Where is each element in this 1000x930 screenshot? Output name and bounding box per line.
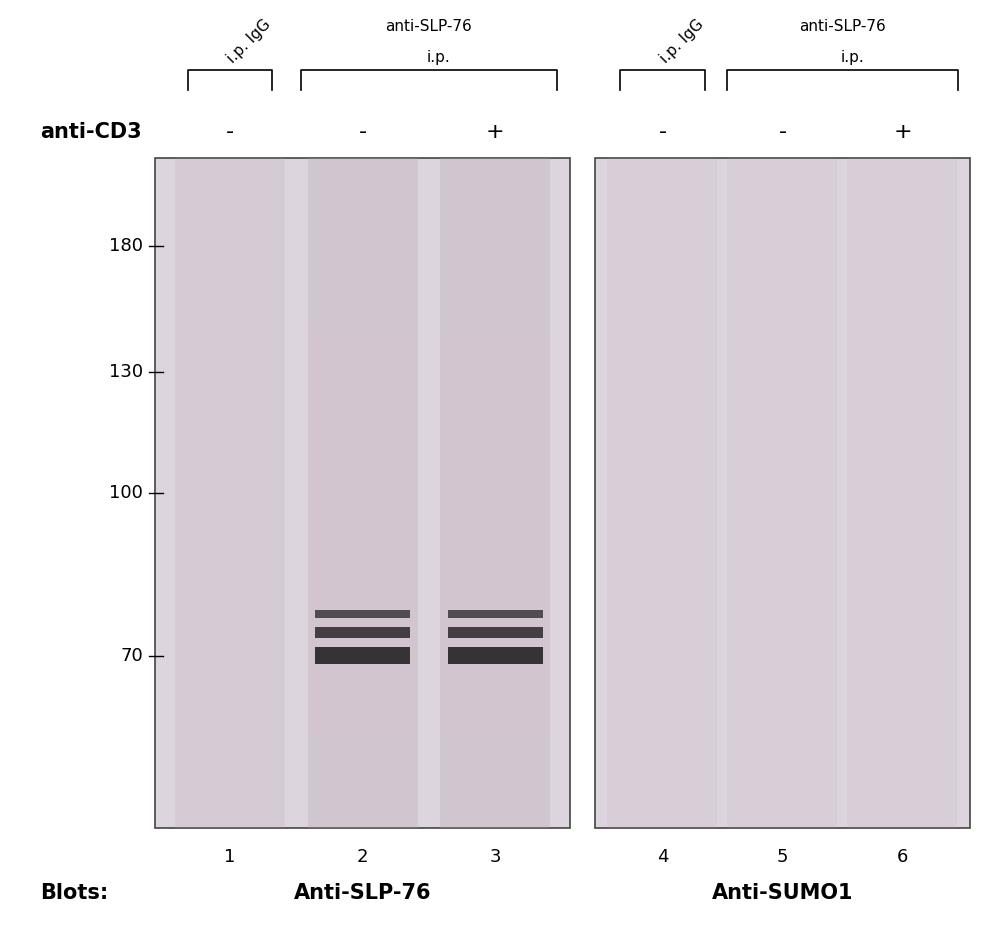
Text: -: - [226,122,234,142]
Bar [448,647,543,664]
Bar [607,158,717,828]
Text: Anti-SLP-76: Anti-SLP-76 [294,883,431,903]
Text: 70: 70 [120,646,143,665]
Bar [308,333,418,735]
Bar [308,158,418,828]
Text: anti-SLP-76: anti-SLP-76 [386,20,472,34]
Bar [315,610,410,618]
Bar [847,158,957,828]
Text: 3: 3 [490,848,501,866]
Bar [175,158,285,828]
Text: -: - [358,122,367,142]
Bar [315,647,410,664]
Text: Anti-SUMO1: Anti-SUMO1 [712,883,853,903]
Text: 1: 1 [224,848,235,866]
Bar [155,158,570,828]
Text: -: - [778,122,787,142]
Text: 6: 6 [897,848,908,866]
Text: i.p. IgG: i.p. IgG [225,17,274,66]
Text: i.p.: i.p. [841,50,864,65]
Text: +: + [893,122,912,142]
Bar [595,158,970,828]
Text: 4: 4 [657,848,668,866]
Text: i.p.: i.p. [427,50,451,65]
Bar [448,627,543,638]
Text: 130: 130 [109,363,143,381]
Bar [315,627,410,638]
Text: anti-SLP-76: anti-SLP-76 [799,20,886,34]
Text: anti-CD3: anti-CD3 [40,122,142,142]
Text: Blots:: Blots: [40,883,108,903]
Text: 100: 100 [109,484,143,502]
Text: 180: 180 [109,237,143,256]
Text: 5: 5 [777,848,788,866]
Text: -: - [658,122,667,142]
Bar [727,158,837,828]
Bar [448,610,543,618]
Text: +: + [486,122,505,142]
Text: 2: 2 [357,848,368,866]
Text: i.p. IgG: i.p. IgG [658,17,707,66]
Bar [440,158,550,828]
Bar [440,333,550,735]
